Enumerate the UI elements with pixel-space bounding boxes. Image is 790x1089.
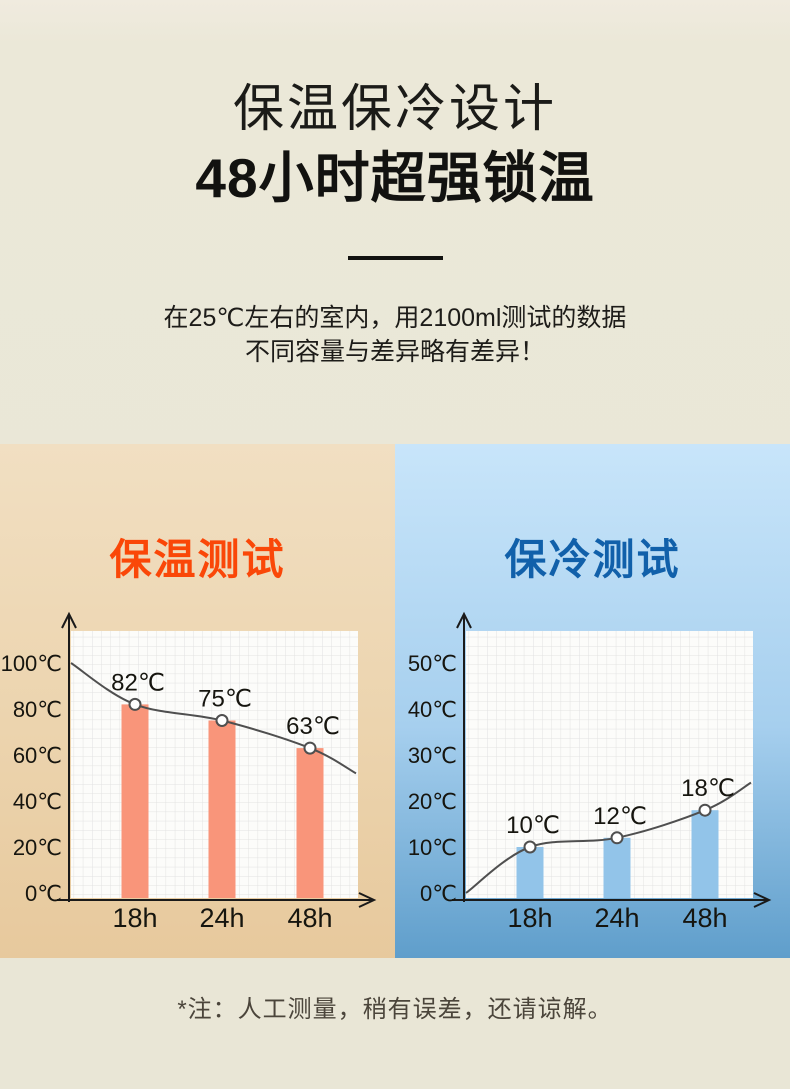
value-label: 82℃ (111, 669, 165, 696)
bar-18h (516, 847, 544, 898)
y-tick-label: 10℃ (408, 835, 457, 860)
bar-48h (296, 748, 324, 898)
bar-48h (691, 810, 719, 898)
data-point-marker (128, 697, 142, 711)
y-axis-arrow-icon (61, 611, 77, 629)
heat-retention-chart: 0℃ 20℃ 40℃ 60℃ 80℃ 100℃ 82℃ 75℃ 63℃ 18h 24h 48h (1, 611, 377, 933)
y-tick-label: 20℃ (408, 789, 457, 814)
heat-retention-title: 保温测试 (109, 536, 286, 583)
bar-24h (208, 720, 236, 898)
title-divider (348, 256, 443, 260)
data-point-marker (523, 840, 537, 854)
y-tick-label: 20℃ (13, 835, 62, 860)
value-label: 10℃ (506, 812, 560, 839)
x-category-label: 18h (507, 903, 552, 933)
y-tick-label: 80℃ (13, 697, 62, 722)
data-point-marker (610, 831, 624, 845)
footnote: *注：人工测量，稍有误差，还请谅解。 (177, 996, 613, 1023)
y-tick-label: 50℃ (408, 651, 457, 676)
y-tick-label: 40℃ (408, 697, 457, 722)
x-category-label: 24h (594, 903, 639, 933)
y-tick-label: 100℃ (1, 651, 62, 676)
x-axis-arrow-icon (753, 892, 772, 908)
x-category-label: 18h (112, 903, 157, 933)
x-axis-arrow-icon (358, 892, 377, 908)
value-label: 18℃ (681, 775, 735, 802)
y-tick-label: 0℃ (420, 881, 457, 906)
page-title: 保温保冷设计 (232, 80, 557, 137)
bar-24h (603, 837, 631, 898)
data-point-marker (698, 803, 712, 817)
data-point-marker (215, 714, 229, 727)
test-conditions-line2: 不同容量与差异略有差异！ (244, 338, 545, 366)
y-tick-label: 60℃ (13, 743, 62, 768)
x-category-label: 48h (287, 903, 332, 933)
y-axis-arrow-icon (456, 611, 472, 629)
value-label: 63℃ (286, 713, 340, 740)
cold-retention-title: 保冷测试 (504, 536, 681, 583)
x-category-label: 48h (682, 903, 727, 933)
page-subtitle: 48小时超强锁温 (195, 147, 595, 209)
cold-retention-chart: 0℃ 10℃ 20℃ 30℃ 40℃ 50℃ 10℃ 12℃ 18℃ 18h 24h 48h (408, 611, 772, 933)
y-tick-label: 40℃ (13, 789, 62, 814)
y-tick-label: 0℃ (25, 881, 62, 906)
test-conditions-text: 在25℃左右的室内，用2100ml测试的数据 不同容量与差异略有差异！ (0, 301, 790, 369)
cold-retention-panel: 保冷测试 0℃ 10℃ 20℃ 30℃ 40℃ 50℃ 10℃ 12℃ 18℃ 18h 24h 48h (395, 444, 790, 958)
test-conditions-line1: 在25℃左右的室内，用2100ml测试的数据 (163, 304, 627, 332)
value-label: 12℃ (593, 803, 647, 830)
heat-retention-panel: 保温测试 0℃ 20℃ 40℃ 60℃ 80℃ 100℃ 82℃ 75℃ 63℃ 18h 24h 48… (0, 444, 395, 958)
y-tick-label: 30℃ (408, 743, 457, 768)
bar-18h (121, 704, 149, 898)
x-category-label: 24h (199, 903, 244, 933)
data-point-marker (303, 741, 317, 755)
value-label: 75℃ (198, 686, 252, 713)
